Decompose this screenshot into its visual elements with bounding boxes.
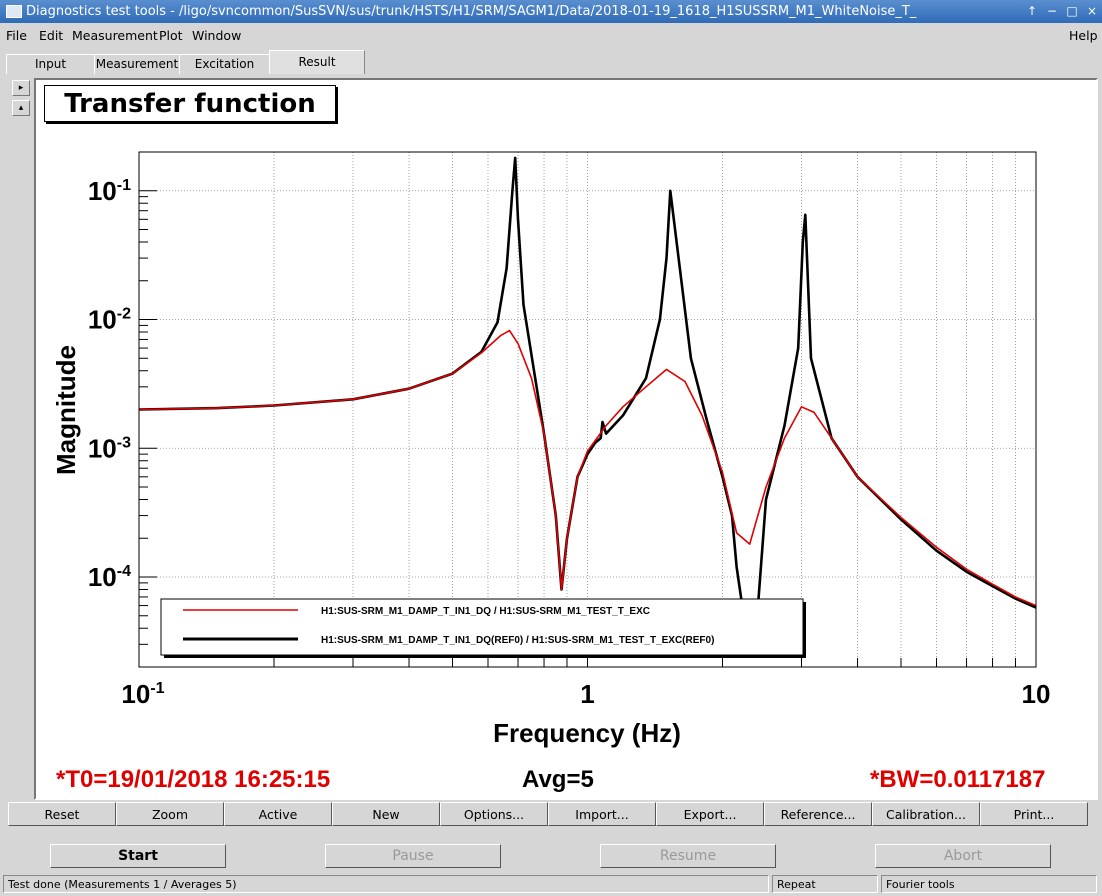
status-repeat: Repeat: [772, 875, 878, 893]
zoom-button[interactable]: Zoom: [116, 802, 224, 826]
legend-label: H1:SUS-SRM_M1_DAMP_T_IN1_DQ / H1:SUS-SRM…: [321, 606, 650, 617]
reset-button[interactable]: Reset: [8, 802, 116, 826]
import-button[interactable]: Import...: [548, 802, 656, 826]
resume-button[interactable]: Resume: [600, 844, 776, 868]
grid: [139, 152, 1036, 667]
plot-panel: [34, 78, 1098, 800]
axis-ticks: [138, 151, 1016, 668]
x-tick-label: 10: [1022, 679, 1051, 709]
legend-box: [160, 598, 804, 656]
title-bar: Diagnostics test tools - /ligo/svncommon…: [0, 0, 1102, 23]
expand-right-icon[interactable]: ▸: [12, 80, 30, 96]
active-button[interactable]: Active: [224, 802, 332, 826]
pause-button[interactable]: Pause: [325, 844, 501, 868]
x-axis-label: Frequency (Hz): [493, 718, 681, 748]
y-tick-label: 10-1: [88, 176, 131, 206]
reference-series-line: [139, 156, 1036, 646]
legend-label: H1:SUS-SRM_M1_DAMP_T_IN1_DQ(REF0) / H1:S…: [321, 635, 714, 646]
tab-bar: Input Measurement Excitation Result: [0, 50, 1102, 74]
bw-label: *BW=0.0117187: [870, 766, 1046, 793]
y-tick-label: 10-3: [88, 433, 131, 463]
menu-help[interactable]: Help: [1069, 28, 1098, 43]
curves: [139, 156, 1036, 646]
menu-measurement[interactable]: Measurement: [72, 28, 158, 43]
calibration-button[interactable]: Calibration...: [872, 802, 980, 826]
raise-window-button[interactable]: ↑: [1026, 4, 1038, 18]
x-tick-label: 1: [580, 679, 594, 709]
maximize-button[interactable]: □: [1066, 4, 1078, 18]
y-tick-label: 10-2: [88, 305, 131, 335]
y-axis-label: Magnitude: [51, 345, 81, 475]
print-button[interactable]: Print...: [980, 802, 1088, 826]
tick-labels: 10-1 1 10 10-1 10-2 10-3 10-4: [88, 176, 1051, 709]
start-button[interactable]: Start: [50, 844, 226, 868]
export-button[interactable]: Export...: [656, 802, 764, 826]
plot-frame: [138, 151, 1037, 668]
status-main: Test done (Measurements 1 / Averages 5): [3, 875, 769, 893]
abort-button[interactable]: Abort: [875, 844, 1051, 868]
expand-up-icon[interactable]: ▴: [12, 100, 30, 116]
avg-label: Avg=5: [522, 766, 594, 793]
menu-bar: File Edit Measurement Plot Window Help: [0, 24, 1102, 46]
window-icon: [6, 5, 22, 18]
status-fourier: Fourier tools: [881, 875, 1097, 893]
reference-button[interactable]: Reference...: [764, 802, 872, 826]
new-button[interactable]: New: [332, 802, 440, 826]
plot-title: Transfer function: [44, 85, 336, 122]
window-title: Diagnostics test tools - /ligo/svncommon…: [26, 4, 917, 19]
menu-file[interactable]: File: [6, 28, 27, 43]
measured-series-line: [139, 329, 1036, 607]
x-tick-label: 10-1: [121, 679, 164, 709]
menu-plot[interactable]: Plot: [159, 28, 183, 43]
tab-result[interactable]: Result: [269, 50, 365, 74]
legend: H1:SUS-SRM_M1_DAMP_T_IN1_DQ / H1:SUS-SRM…: [160, 598, 806, 658]
t0-label: *T0=19/01/2018 16:25:15: [56, 766, 331, 793]
menu-window[interactable]: Window: [192, 28, 242, 43]
tab-input[interactable]: Input: [6, 54, 95, 74]
menu-edit[interactable]: Edit: [39, 28, 64, 43]
minimize-button[interactable]: −: [1046, 4, 1058, 18]
tab-measurement[interactable]: Measurement: [94, 54, 180, 74]
close-button[interactable]: ×: [1086, 4, 1098, 18]
y-tick-label: 10-4: [88, 562, 131, 592]
options-button[interactable]: Options...: [440, 802, 548, 826]
